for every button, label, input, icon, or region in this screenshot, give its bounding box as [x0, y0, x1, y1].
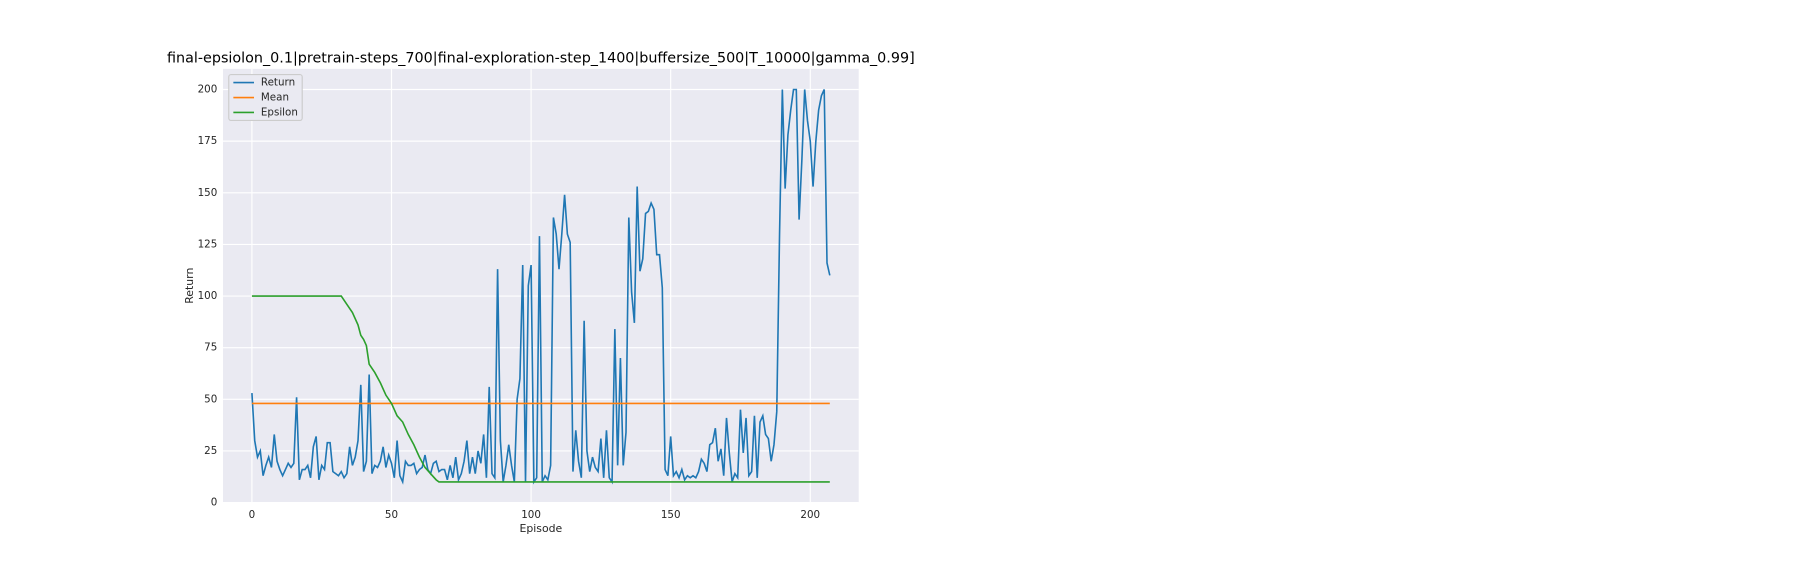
x-axis-label: Episode [519, 522, 562, 535]
y-tick-label: 50 [204, 393, 217, 405]
legend-label: Epsilon [261, 106, 298, 118]
y-tick-label: 200 [198, 83, 218, 95]
legend-box [228, 74, 303, 122]
y-tick-label: 75 [204, 342, 217, 354]
y-axis-label: Return [183, 268, 196, 304]
line [251, 88, 831, 485]
y-tick-label: 25 [204, 445, 217, 457]
y-tick-label: 125 [198, 238, 218, 250]
legend-label: Return [261, 77, 295, 89]
y-tick-label: 175 [198, 135, 218, 147]
line [251, 295, 830, 483]
x-tick-label: 100 [521, 509, 541, 521]
x-tick-label: 150 [661, 509, 681, 521]
x-tick-label: 50 [385, 509, 398, 521]
x-tick-label: 200 [800, 509, 820, 521]
y-tick-label: 150 [198, 187, 218, 199]
legend-label: Mean [261, 92, 289, 104]
chart-title: final-epsiolon_0.1|pretrain-steps_700|fi… [167, 51, 915, 67]
y-tick-label: 0 [211, 497, 218, 509]
plot-area [223, 68, 859, 503]
x-tick-label: 0 [249, 509, 256, 521]
y-tick-label: 100 [198, 290, 218, 302]
